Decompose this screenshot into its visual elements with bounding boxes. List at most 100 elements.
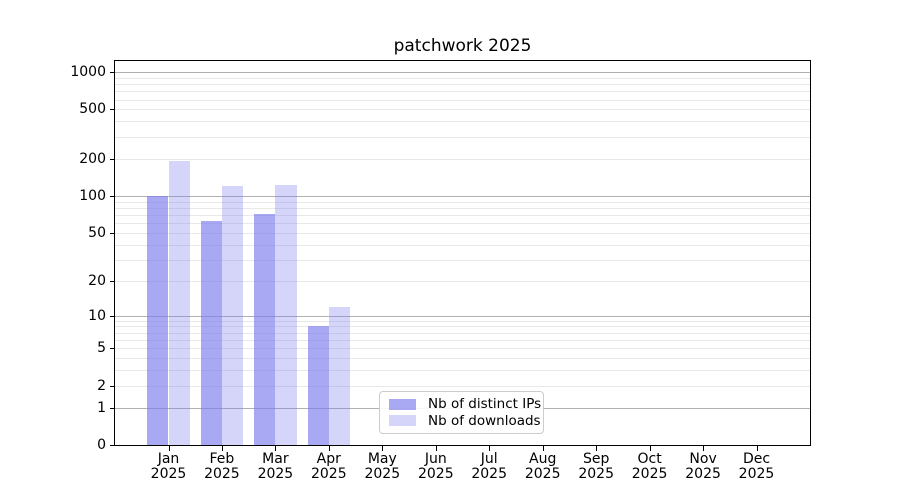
x-tick-year: 2025 [685,466,721,482]
major-gridline [115,195,810,197]
minor-gridline [115,91,810,93]
minor-gridline [115,370,810,372]
x-tick-label: Nov 2025 [675,452,731,482]
y-tick-label: 20 [88,272,106,289]
y-tick-mark [110,315,115,317]
x-tick-month: May [367,451,397,467]
x-tick-mark [221,446,223,451]
minor-gridline [115,109,810,111]
x-tick-label: Oct 2025 [622,452,678,482]
x-tick-month: Jan [157,451,180,467]
minor-gridline [115,99,810,101]
bar-downloads-apr [328,306,351,445]
bar-downloads-mar [275,185,297,445]
x-tick-month: Feb [209,451,235,467]
bar-distinct-ips-jan [147,195,169,445]
y-tick-label: 50 [88,224,106,241]
y-tick-mark [110,407,115,409]
minor-gridline [115,340,810,341]
minor-gridline [115,348,810,350]
minor-gridline [115,84,810,86]
legend-label-distinct-ips: Nb of distinct IPs [428,396,542,413]
x-tick-mark [756,446,758,451]
bar-distinct-ips-apr [307,326,329,445]
major-gridline [115,315,810,317]
x-tick-month: Aug [529,451,557,467]
minor-gridline [115,244,810,246]
x-tick-year: 2025 [417,466,454,482]
x-tick-mark [596,446,598,451]
x-tick-label: Mar 2025 [247,452,303,482]
y-tick-mark [110,385,115,387]
x-tick-month: Sep [582,451,610,467]
x-tick-month: Jul [480,451,498,467]
minor-gridline [115,259,810,261]
x-tick-label: Apr 2025 [301,452,357,482]
x-tick-year: 2025 [364,466,401,482]
y-tick-mark [110,158,115,160]
legend-swatch-distinct-ips [389,398,416,410]
minor-gridline [115,332,810,334]
y-tick-mark [110,232,115,234]
x-tick-month: Jun [424,451,447,467]
y-tick-label: 10 [88,307,106,324]
y-tick-mark [110,445,115,446]
y-tick-label: 500 [79,101,106,118]
minor-gridline [115,158,810,160]
y-tick-label: 1 [97,399,106,416]
bar-downloads-feb [221,186,244,445]
legend-swatch-downloads [389,415,416,427]
y-tick-mark [110,280,115,282]
x-tick-label: Aug 2025 [515,452,571,482]
x-tick-year: 2025 [150,466,187,482]
x-tick-mark [703,446,705,451]
y-tick-label: 0 [97,437,106,453]
x-tick-year: 2025 [524,466,561,482]
x-tick-mark [382,446,384,451]
x-tick-mark [275,446,277,451]
x-tick-month: Dec [742,451,771,467]
x-tick-mark [435,446,437,451]
y-tick-mark [110,72,115,73]
x-tick-label: Jul 2025 [461,452,517,482]
x-tick-label: May 2025 [354,452,410,482]
y-tick-mark [110,195,115,197]
legend: Nb of distinct IPs Nb of downloads [379,391,544,434]
y-tick-label: 1000 [70,64,106,80]
minor-gridline [115,358,810,360]
bar-downloads-jan [168,160,190,445]
minor-gridline [115,232,810,234]
x-tick-year: 2025 [738,466,775,482]
x-tick-year: 2025 [631,466,668,482]
minor-gridline [115,136,810,138]
bar-distinct-ips-mar [254,214,276,445]
minor-gridline [115,207,810,209]
legend-label-downloads: Nb of downloads [428,412,541,429]
x-tick-mark [168,446,170,451]
x-tick-label: Jun 2025 [408,452,464,482]
minor-gridline [115,121,810,123]
minor-gridline [115,214,810,216]
legend-item-downloads: Nb of downloads [389,413,541,429]
y-tick-label: 100 [79,187,106,204]
x-tick-month: Mar [262,451,289,467]
x-tick-year: 2025 [471,466,507,482]
y-tick-label: 5 [97,340,106,357]
x-tick-mark [649,446,651,451]
minor-gridline [115,223,810,225]
major-gridline [115,72,810,73]
y-tick-label: 200 [79,150,106,167]
minor-gridline [115,326,810,328]
x-tick-mark [489,446,491,451]
minor-gridline [115,320,810,322]
x-tick-mark [542,446,544,451]
minor-gridline [115,77,810,79]
x-tick-label: Feb 2025 [194,452,250,482]
minor-gridline [115,385,810,387]
y-tick-mark [110,109,115,111]
bar-distinct-ips-feb [200,221,222,445]
x-tick-year: 2025 [204,466,240,482]
x-tick-mark [328,446,330,451]
x-tick-year: 2025 [578,466,614,482]
